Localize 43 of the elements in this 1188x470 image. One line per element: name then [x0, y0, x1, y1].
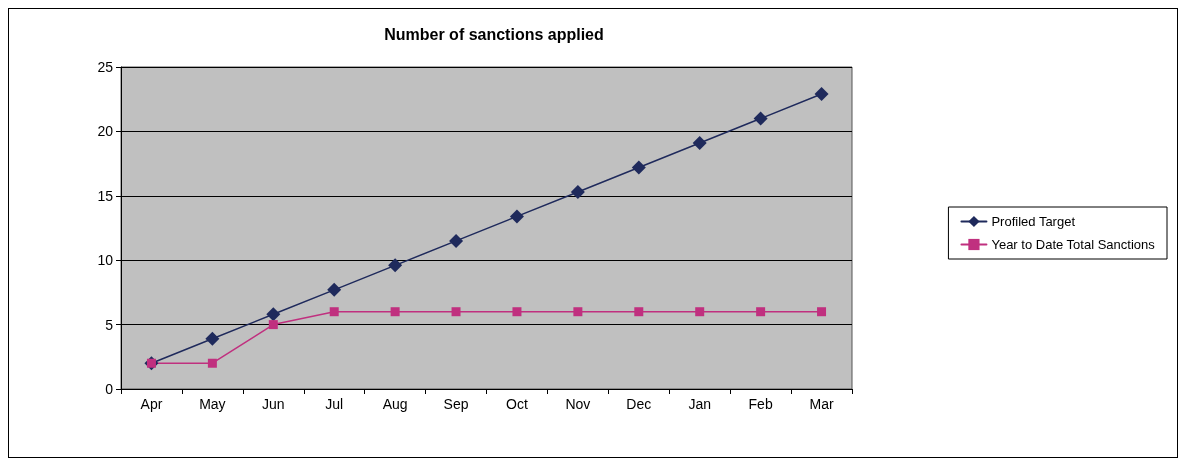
point [634, 307, 644, 317]
point [817, 307, 827, 317]
point [814, 87, 829, 102]
y-tick-label: 5 [105, 316, 114, 333]
x-tick-label: Apr [140, 396, 163, 412]
point [205, 331, 220, 346]
chart-title: Number of sanctions applied [384, 25, 604, 43]
point [268, 320, 278, 330]
point [570, 184, 585, 199]
y-tick-label: 25 [97, 59, 114, 75]
y-tick-label: 10 [97, 252, 114, 269]
point [266, 307, 281, 322]
point [509, 209, 524, 224]
point [631, 160, 646, 175]
point [512, 307, 522, 317]
point [388, 258, 403, 273]
y-tick-label: 20 [97, 123, 114, 140]
x-tick-label: Aug [382, 396, 408, 412]
legend-label: Profiled Target [991, 214, 1076, 229]
point [390, 307, 400, 317]
legend-label: Year to Date Total Sanctions [991, 237, 1156, 252]
x-tick-label: Feb [748, 396, 773, 412]
x-tick-label: Jul [325, 396, 344, 412]
x-tick-label: Jan [688, 396, 711, 412]
point [451, 307, 461, 317]
point [756, 307, 766, 317]
point [329, 307, 339, 317]
x-tick-label: Oct [506, 396, 528, 412]
y-tick-label: 0 [105, 381, 114, 397]
point [449, 233, 464, 248]
point [753, 111, 768, 126]
x-tick-label: May [199, 396, 226, 412]
point [207, 358, 217, 368]
point [692, 135, 707, 150]
point [695, 307, 705, 317]
x-tick-label: Jun [262, 396, 285, 412]
x-tick-label: Nov [565, 396, 591, 412]
point [573, 307, 583, 317]
y-tick-label: 15 [97, 187, 114, 204]
x-tick-label: Dec [626, 396, 652, 412]
x-tick-label: Mar [809, 396, 834, 412]
x-tick-label: Sep [443, 396, 469, 412]
point [327, 282, 342, 297]
